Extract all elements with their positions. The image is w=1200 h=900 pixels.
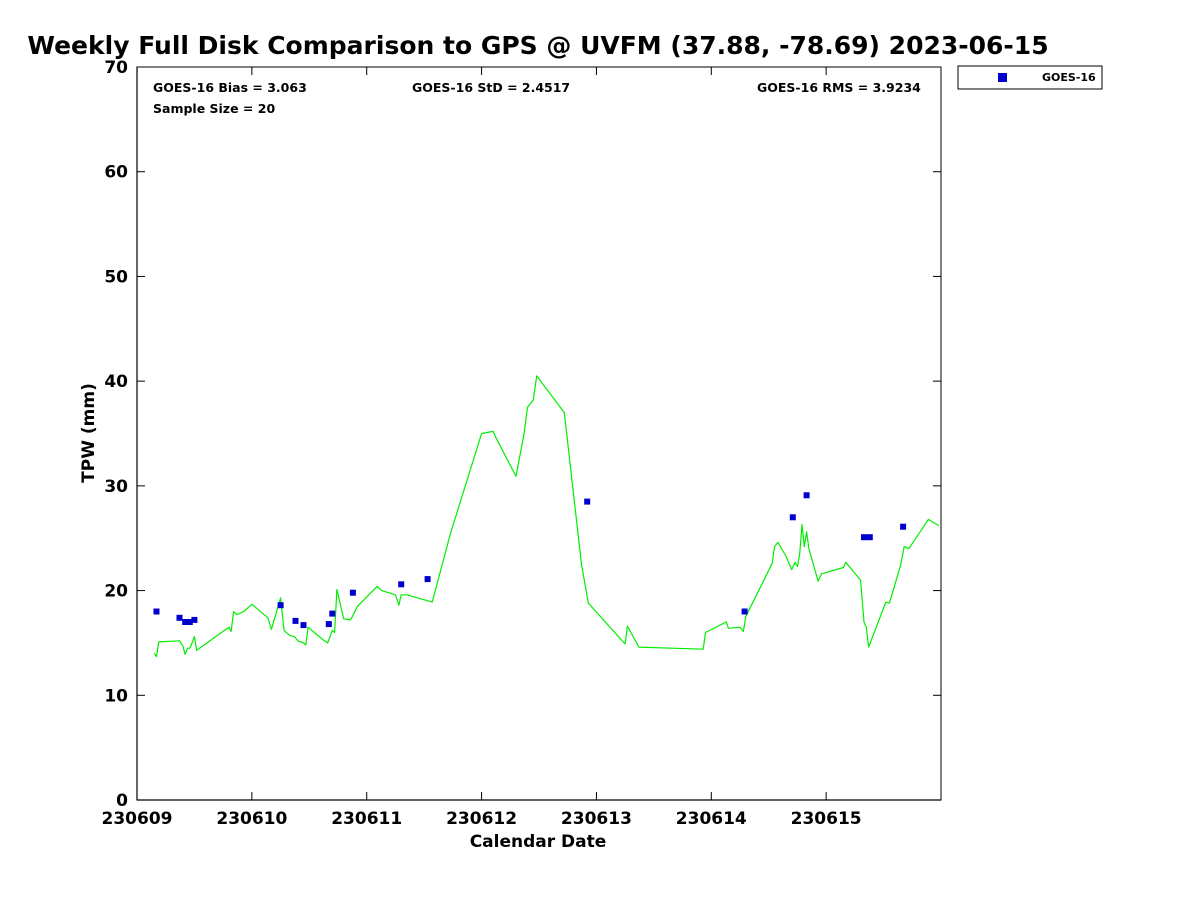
x-tick-label-230609: 230609: [102, 809, 173, 829]
y-tick-label-0: 0: [116, 791, 128, 811]
goes16-point: [292, 617, 299, 624]
y-tick-label-70: 70: [104, 58, 128, 78]
goes16-point: [424, 576, 431, 583]
goes16-point: [349, 589, 356, 596]
y-axis-ticks: 0 10 20 30 40 50 60 70: [104, 58, 941, 811]
y-tick-label-10: 10: [104, 686, 128, 706]
goes16-point: [789, 514, 796, 521]
legend: GOES-16: [957, 65, 1103, 90]
x-tick-label-230615: 230615: [791, 809, 862, 829]
series-layer: [153, 375, 940, 658]
bias-stat: GOES-16 Bias = 3.063: [153, 80, 307, 95]
x-axis-ticks: 230609 230610 230611 230612 230613 230614 2306…: [102, 67, 862, 829]
x-tick-label-230610: 230610: [216, 809, 287, 829]
y-tick-label-30: 30: [104, 477, 128, 497]
goes16-point: [866, 534, 873, 541]
y-tick-label-20: 20: [104, 582, 128, 602]
goes16-point: [277, 602, 284, 609]
rms-stat: GOES-16 RMS = 3.9234: [757, 80, 921, 95]
y-tick-label-50: 50: [104, 267, 128, 287]
goes16-point: [329, 610, 336, 617]
legend-label-goes16: GOES-16: [1042, 71, 1096, 84]
x-tick-label-230611: 230611: [331, 809, 402, 829]
goes16-point: [398, 581, 405, 588]
goes16-point: [325, 621, 332, 628]
legend-marker-goes16: [998, 73, 1007, 82]
plot-frame: [136, 66, 942, 801]
y-tick-label-60: 60: [104, 163, 128, 183]
y-tick-label-40: 40: [104, 372, 128, 392]
y-axis-label: TPW (mm): [79, 383, 99, 483]
goes16-point: [900, 523, 907, 530]
goes16-point: [182, 619, 189, 625]
goes16-point: [741, 608, 748, 615]
x-axis-label: Calendar Date: [470, 832, 607, 852]
x-tick-label-230614: 230614: [676, 809, 747, 829]
goes16-point: [153, 608, 160, 615]
goes16-point: [176, 614, 183, 621]
sample-size-stat: Sample Size = 20: [153, 101, 275, 116]
goes16-point: [300, 622, 307, 629]
x-tick-label-230612: 230612: [446, 809, 517, 829]
goes16-point: [803, 492, 810, 499]
goes16-point: [191, 616, 198, 623]
x-tick-label-230613: 230613: [561, 809, 632, 829]
plot-area: [136, 66, 942, 801]
goes16-point: [584, 498, 591, 505]
std-stat: GOES-16 StD = 2.4517: [412, 80, 570, 95]
goes16-point: [861, 534, 867, 541]
chart-title: Weekly Full Disk Comparison to GPS @ UVF…: [27, 31, 1048, 60]
gps-tpw-line: [153, 375, 940, 658]
legend-box: [957, 65, 1103, 90]
goes16-point: [186, 619, 193, 625]
